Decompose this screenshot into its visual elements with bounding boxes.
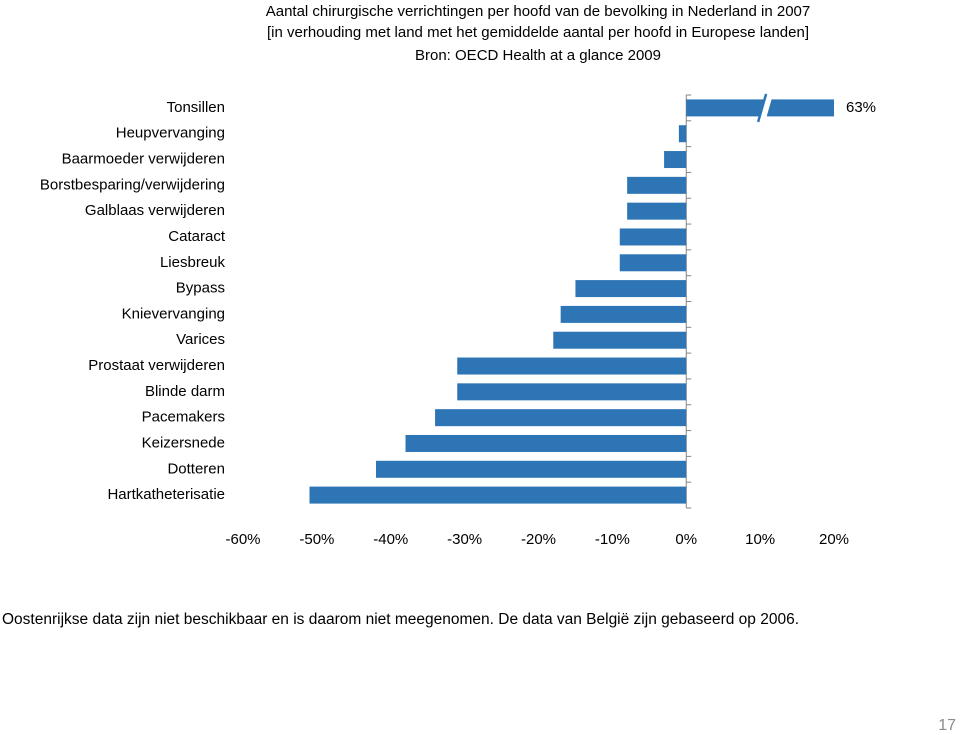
bar [375, 460, 687, 478]
x-tick-label: -40% [373, 531, 408, 548]
y-tick-label: Bypass [176, 280, 225, 297]
bar [435, 409, 687, 427]
bar [405, 434, 687, 452]
y-tick-label: Dotteren [167, 460, 225, 477]
bar [560, 305, 687, 323]
x-tick-label: 0% [675, 531, 697, 548]
axis-break-line [756, 93, 768, 123]
y-tick-label: Keizersnede [142, 434, 225, 451]
bar [678, 125, 687, 143]
chart-subtitle: [in verhouding met land met het gemiddel… [267, 24, 809, 41]
y-tick-label: Varices [176, 331, 225, 348]
x-tick-label: -50% [299, 531, 334, 548]
x-tick-label: -10% [595, 531, 630, 548]
bar [664, 151, 687, 169]
page-number: 17 [938, 717, 956, 734]
y-tick-label: Liesbreuk [160, 254, 226, 271]
x-tick-label: -60% [225, 531, 260, 548]
y-tick-label: Borstbesparing/verwijdering [40, 176, 225, 193]
chart-source: Bron: OECD Health at a glance 2009 [415, 47, 661, 64]
bar [575, 280, 687, 298]
y-tick-label: Tonsillen [167, 99, 225, 116]
y-tick-label: Cataract [168, 228, 226, 245]
bar [309, 486, 687, 504]
bar [619, 254, 687, 272]
y-tick-label: Galblaas verwijderen [85, 202, 225, 219]
y-tick-label: Prostaat verwijderen [88, 357, 225, 374]
y-tick-label: Hartkatheterisatie [107, 486, 225, 503]
bar [627, 176, 687, 194]
value-label: 63% [846, 99, 876, 116]
bar [627, 202, 687, 220]
bar [553, 331, 687, 349]
bar [686, 99, 834, 117]
bar [457, 383, 687, 401]
bar [457, 357, 687, 375]
x-tick-label: -30% [447, 531, 482, 548]
x-tick-label: 10% [745, 531, 775, 548]
y-tick-label: Pacemakers [142, 409, 225, 426]
x-tick-label: -20% [521, 531, 556, 548]
bar [619, 228, 687, 246]
y-tick-label: Blinde darm [145, 383, 225, 400]
y-tick-label: Heupvervanging [116, 125, 225, 142]
y-tick-label: Baarmoeder verwijderen [62, 151, 225, 168]
x-tick-label: 20% [819, 531, 849, 548]
y-tick-label: Knievervanging [122, 305, 225, 322]
footnote: Oostenrijkse data zijn niet beschikbaar … [2, 611, 799, 628]
chart-title: Aantal chirurgische verrichtingen per ho… [266, 3, 811, 20]
